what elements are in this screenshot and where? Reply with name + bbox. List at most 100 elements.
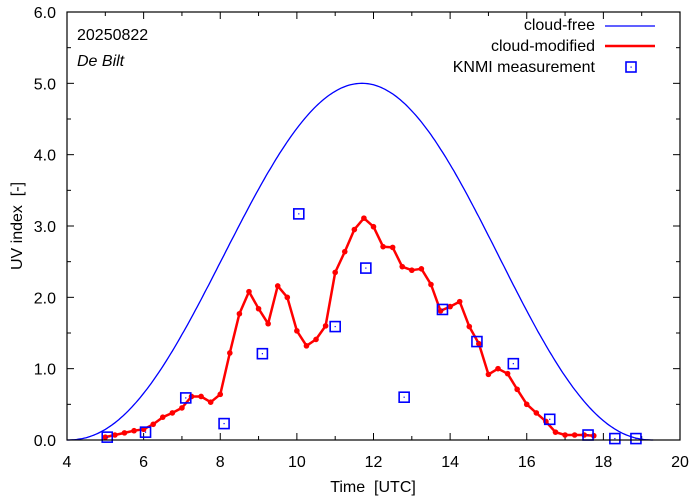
- knmi-measurement-point: [436, 303, 449, 316]
- cloud-modified-point: [236, 310, 243, 317]
- legend-label-cloud-modified: cloud-modified: [491, 38, 595, 55]
- cloud-modified-point: [456, 298, 463, 305]
- knmi-measurement-dot: [441, 308, 444, 311]
- y-tick-label: 6.0: [34, 5, 56, 22]
- knmi-measurement-dot: [476, 340, 478, 343]
- knmi-measurement-dot: [549, 418, 551, 420]
- knmi-measurement-dot: [298, 213, 300, 215]
- cloud-modified-point: [399, 263, 406, 270]
- cloud-modified-point: [428, 281, 434, 288]
- cloud-modified-point: [198, 393, 204, 400]
- cloud-modified-point: [303, 343, 310, 349]
- x-tick-label: 16: [518, 454, 536, 471]
- knmi-measurement-point: [630, 432, 642, 445]
- plot-frame: [66, 11, 681, 441]
- cloud-modified-points: [102, 215, 597, 440]
- cloud-modified-point: [409, 267, 415, 274]
- cloud-modified-point: [341, 248, 348, 255]
- knmi-measurement-dot: [635, 437, 637, 440]
- cloud-modified-point: [150, 421, 157, 428]
- x-tick-label: 4: [63, 454, 72, 471]
- knmi-measurement-dot: [144, 431, 147, 433]
- knmi-measurement-point: [398, 391, 410, 404]
- knmi-measurement-point: [329, 320, 341, 333]
- cloud-modified-point: [255, 305, 262, 312]
- cloud-modified-point: [447, 303, 453, 310]
- knmi-measurement-dot: [512, 363, 514, 365]
- y-tick-label: 3.0: [34, 219, 56, 236]
- y-tick-labels: 0.0 1.0 2.0 3.0 4.0 5.0 6.0: [34, 5, 56, 450]
- knmi-measurement-dot: [587, 434, 589, 436]
- y-tick-label: 1.0: [34, 362, 56, 379]
- cloud-modified-point: [523, 401, 530, 408]
- cloud-modified-point: [466, 323, 473, 330]
- x-tick-label: 14: [441, 454, 459, 471]
- cloud-modified-point: [504, 370, 511, 377]
- legend-label-knmi-measurement: KNMI measurement: [453, 59, 596, 76]
- cloud-modified-point: [102, 434, 109, 440]
- y-tick-label: 4.0: [34, 148, 56, 165]
- annotation-location: De Bilt: [77, 53, 125, 70]
- cloud-modified-point: [159, 414, 166, 420]
- cloud-modified-point: [112, 432, 118, 438]
- cloud-modified-point: [294, 328, 300, 334]
- cloud-modified-point: [207, 399, 214, 405]
- knmi-measurement-point: [256, 347, 269, 360]
- y-axis-label: UV index [-]: [9, 182, 26, 270]
- x-tick-label: 20: [671, 454, 689, 471]
- y-tick-label: 5.0: [34, 76, 56, 93]
- cloud-modified-point: [246, 288, 252, 295]
- cloud-modified-point: [495, 365, 501, 372]
- knmi-measurement-point: [292, 208, 305, 220]
- cloud-modified-point: [485, 371, 492, 378]
- knmi-measurement-dot: [365, 267, 367, 269]
- x-tick-label: 8: [216, 454, 225, 471]
- cloud-modified-point: [313, 336, 319, 343]
- knmi-measurement-dot: [261, 353, 263, 355]
- cloud-modified-point: [418, 266, 425, 272]
- knmi-measurement-point: [360, 262, 372, 274]
- x-tick-label: 6: [139, 454, 148, 471]
- legend: cloud-free cloud-modified KNMI measureme…: [453, 17, 655, 76]
- cloud-modified-point: [217, 391, 224, 398]
- cloud-modified-point: [322, 323, 329, 329]
- cloud-modified-point: [562, 432, 568, 438]
- knmi-measurement-point: [471, 335, 483, 348]
- knmi-measurement-point: [507, 357, 520, 370]
- knmi-measurement-dot: [106, 436, 108, 438]
- cloud-modified-point: [274, 283, 281, 289]
- x-tick-label: 18: [594, 454, 612, 471]
- cloud-modified-point: [380, 243, 386, 250]
- y-tick-label: 2.0: [34, 290, 56, 307]
- cloud-modified-line: [105, 216, 594, 439]
- cloud-modified-point: [179, 405, 185, 411]
- knmi-measurement-point: [543, 413, 556, 426]
- x-tick-labels: 4 6 8 10 12 14 16 18 20: [63, 454, 689, 471]
- cloud-modified-point: [169, 410, 176, 416]
- cloud-modified-point: [131, 427, 137, 434]
- cloud-modified-point: [571, 432, 578, 438]
- cloud-modified-point: [514, 386, 520, 393]
- knmi-measurement-point: [139, 426, 152, 438]
- knmi-measurement-point: [101, 431, 114, 443]
- knmi-measurement-dot: [614, 437, 616, 440]
- legend-swatch-knmi-measurement: [625, 61, 637, 73]
- x-axis-label: Time [UTC]: [330, 479, 416, 496]
- knmi-measurement-point: [218, 417, 230, 430]
- legend-swatch-dot: [630, 66, 632, 68]
- axis-ticks: [66, 11, 681, 441]
- cloud-modified-point: [533, 410, 540, 416]
- cloud-modified-point: [227, 350, 233, 356]
- knmi-measurement-point: [179, 392, 192, 404]
- x-tick-label: 12: [365, 454, 383, 471]
- cloud-modified-point: [389, 244, 396, 251]
- legend-label-cloud-free: cloud-free: [524, 17, 595, 34]
- knmi-measurement-point: [609, 432, 621, 445]
- knmi-measurement-dot: [403, 396, 405, 398]
- cloud-modified-point: [370, 223, 377, 230]
- cloud-modified-point: [361, 215, 367, 221]
- knmi-measurement-points: [101, 208, 642, 445]
- knmi-measurement-dot: [223, 422, 225, 425]
- cloud-modified-point: [476, 340, 482, 347]
